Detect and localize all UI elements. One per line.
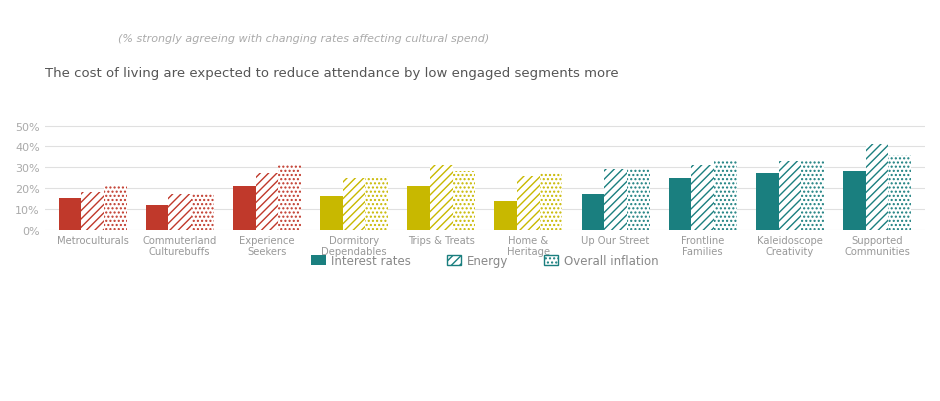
- Bar: [517, 176, 540, 230]
- Bar: [452, 172, 476, 230]
- Bar: [366, 176, 388, 230]
- Bar: [452, 172, 476, 230]
- Bar: [256, 174, 278, 230]
- Bar: [778, 162, 801, 230]
- Bar: [604, 170, 627, 230]
- Bar: [191, 195, 213, 230]
- Bar: [714, 162, 737, 230]
- Bar: [801, 162, 823, 230]
- Bar: [104, 186, 127, 230]
- Bar: [627, 170, 650, 230]
- Bar: [256, 174, 278, 230]
- Bar: [168, 195, 191, 230]
- Bar: [888, 155, 911, 230]
- Legend: Interest rates, Energy, Overall inflation: Interest rates, Energy, Overall inflatio…: [306, 250, 663, 272]
- Bar: [233, 186, 256, 230]
- Text: The cost of living are expected to reduce attendance by low engaged segments mor: The cost of living are expected to reduc…: [44, 67, 619, 80]
- Bar: [168, 195, 191, 230]
- Bar: [714, 162, 737, 230]
- Bar: [366, 176, 388, 230]
- Bar: [58, 199, 81, 230]
- Bar: [430, 166, 452, 230]
- Bar: [81, 193, 104, 230]
- Bar: [692, 166, 714, 230]
- Bar: [430, 166, 452, 230]
- Bar: [494, 201, 517, 230]
- Bar: [888, 155, 911, 230]
- Bar: [278, 166, 301, 230]
- Bar: [778, 162, 801, 230]
- Bar: [692, 166, 714, 230]
- Bar: [343, 178, 366, 230]
- Bar: [407, 186, 430, 230]
- Bar: [540, 174, 562, 230]
- Bar: [866, 145, 888, 230]
- Bar: [191, 195, 213, 230]
- Bar: [104, 186, 127, 230]
- Bar: [540, 174, 562, 230]
- Bar: [278, 166, 301, 230]
- Bar: [627, 170, 650, 230]
- Bar: [756, 174, 778, 230]
- Bar: [843, 172, 866, 230]
- Bar: [866, 145, 888, 230]
- Bar: [668, 178, 692, 230]
- Bar: [81, 193, 104, 230]
- Bar: [604, 170, 627, 230]
- Bar: [517, 176, 540, 230]
- Bar: [343, 178, 366, 230]
- Bar: [146, 205, 168, 230]
- Text: (% strongly agreeing with changing rates affecting cultural spend): (% strongly agreeing with changing rates…: [118, 34, 489, 44]
- Bar: [320, 197, 343, 230]
- Bar: [801, 162, 823, 230]
- Bar: [582, 195, 604, 230]
